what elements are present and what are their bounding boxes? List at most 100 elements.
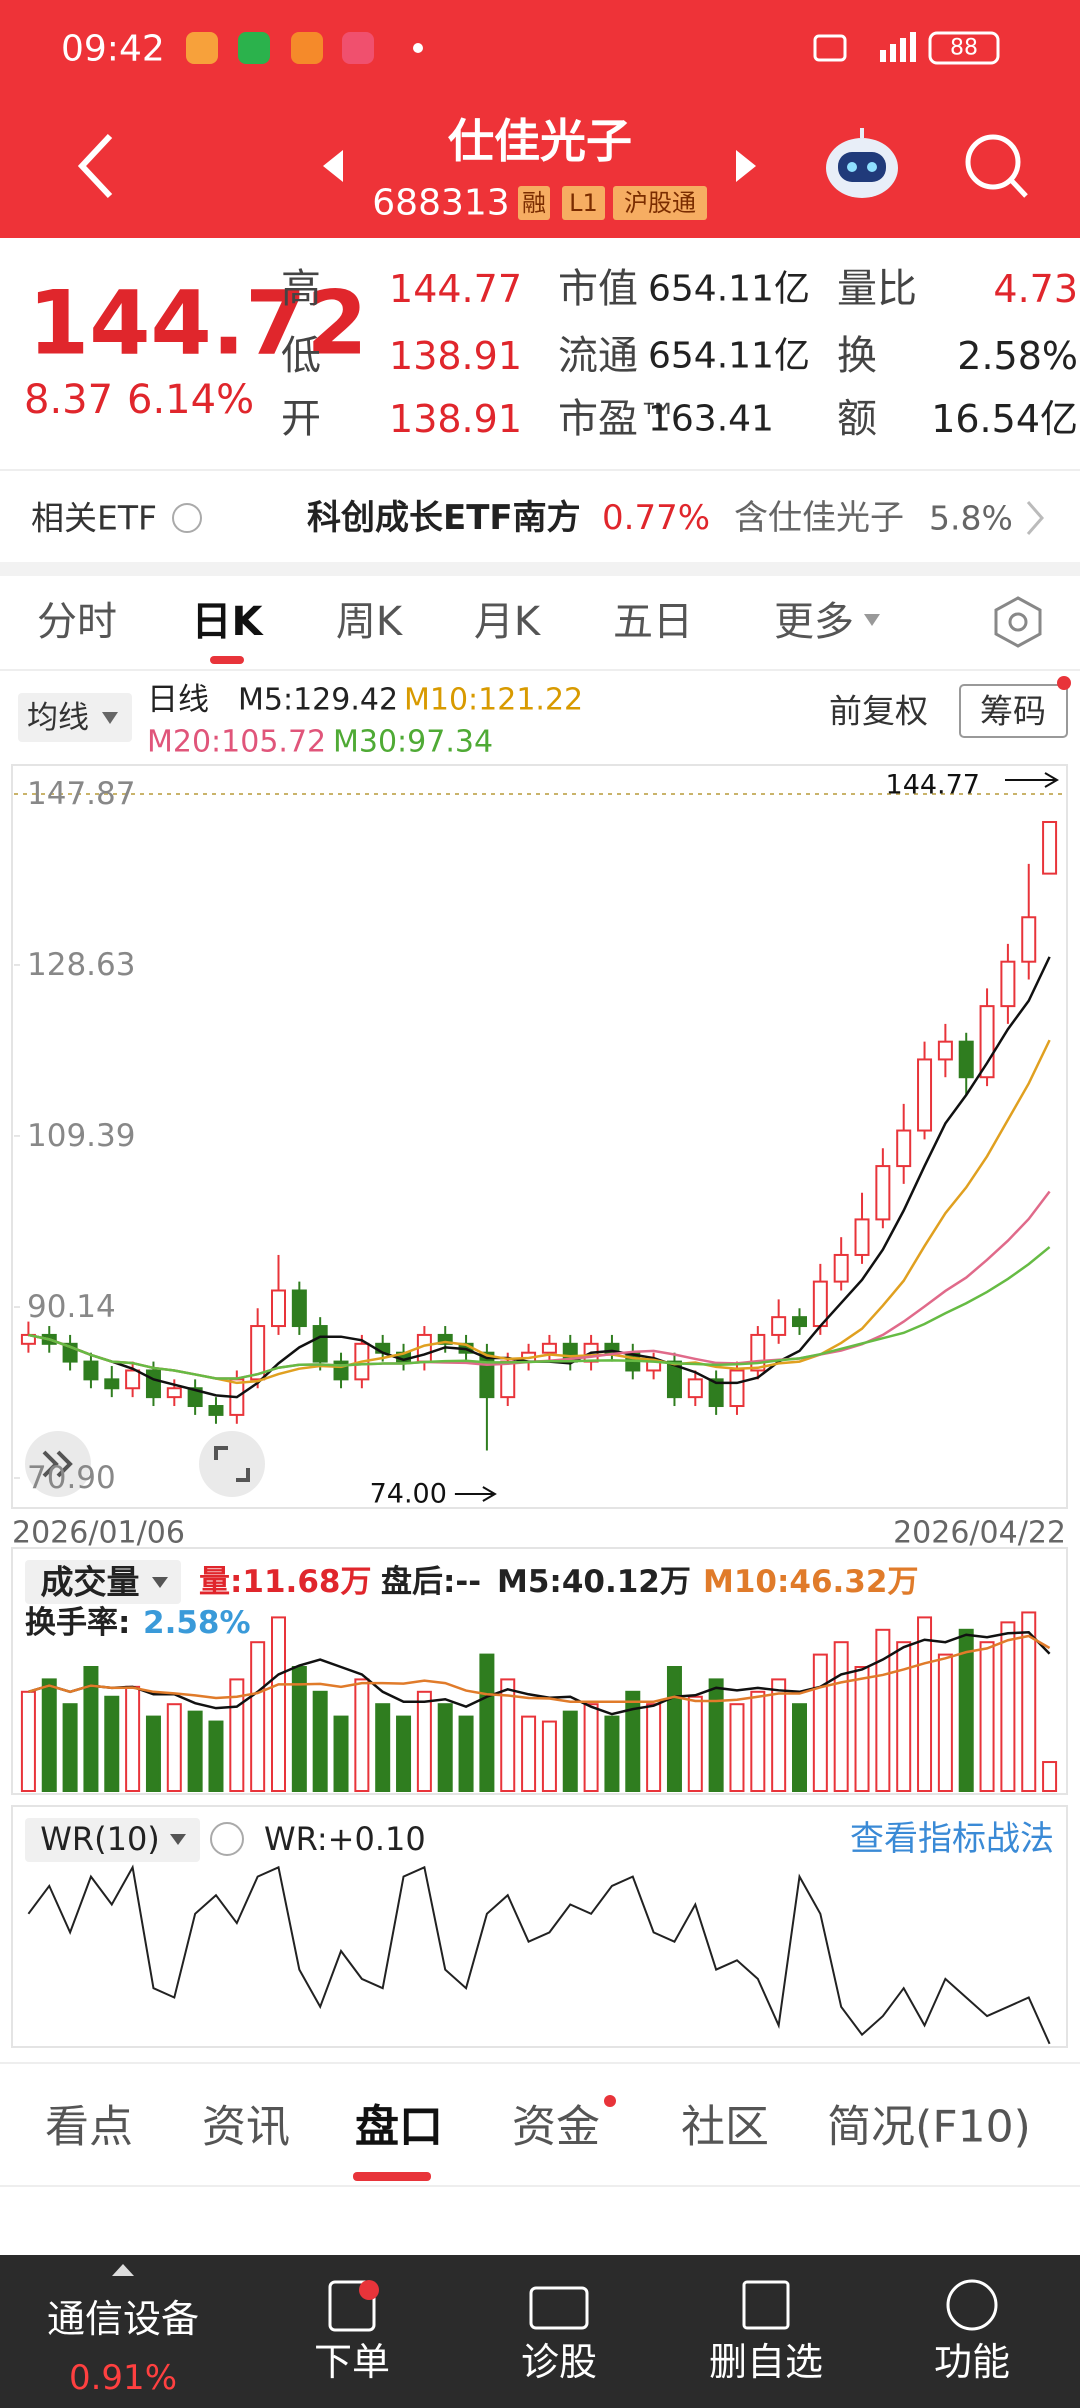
expand-button[interactable] <box>25 1431 91 1497</box>
quote-value: 16.54亿 <box>931 397 1078 441</box>
ma-button[interactable] <box>18 693 132 742</box>
candle-body <box>1000 960 1016 1008</box>
fullscreen-button[interactable] <box>199 1431 265 1497</box>
nav-item[interactable]: 下单 <box>314 2340 390 2384</box>
back-icon[interactable] <box>77 133 113 199</box>
nav-item[interactable]: 删自选 <box>709 2340 823 2384</box>
bottom-tab[interactable]: 盘口 <box>355 2102 443 2153</box>
change: 8.37 <box>24 377 113 423</box>
bottom-nav-bg <box>0 2255 1080 2408</box>
volume-bar <box>812 1653 828 1792</box>
candle-body <box>541 1342 557 1354</box>
volume-bar <box>250 1641 266 1792</box>
battery-level: 88 <box>950 36 978 61</box>
volume-bar <box>396 1715 412 1792</box>
chevron[interactable] <box>1026 501 1044 535</box>
wr-button[interactable] <box>25 1818 200 1862</box>
period-tab[interactable]: 日K <box>192 599 265 645</box>
x-start-label: 2026/01/06 <box>12 1516 185 1551</box>
search-icon[interactable] <box>965 134 1028 198</box>
volume-bar <box>917 1616 933 1793</box>
notify-dot <box>413 43 423 53</box>
app-icon <box>291 32 323 64</box>
period-tab[interactable]: 分时 <box>37 599 117 645</box>
volume-button-label: 成交量 <box>41 1563 140 1602</box>
etf-pct: 0.77% <box>602 498 710 538</box>
help-icon[interactable] <box>210 1822 244 1856</box>
wr-link[interactable]: 查看指标战法 <box>850 1819 1054 1859</box>
kline-frame <box>11 764 1068 1509</box>
volume-bar <box>41 1678 57 1793</box>
quote-label: 量比 <box>837 266 917 312</box>
candle-body <box>687 1378 703 1399</box>
etf-name[interactable]: 科创成长ETF南方 <box>307 498 581 538</box>
arrow <box>1044 772 1059 788</box>
volume-bar <box>1000 1621 1016 1792</box>
candle-body <box>271 1289 286 1328</box>
period-tab[interactable]: 周K <box>336 599 404 645</box>
quote-label: 市值 <box>558 266 638 312</box>
candle-body <box>937 1040 953 1061</box>
candle-body <box>187 1387 203 1408</box>
last-price: 144.72 <box>28 272 368 375</box>
assistant-icon[interactable] <box>826 128 898 198</box>
nav-item[interactable]: 诊股 <box>521 2340 597 2384</box>
bottom-tab[interactable]: 资讯 <box>202 2102 290 2153</box>
etf-hold: 含仕佳光子 <box>734 498 904 538</box>
volume-bar <box>666 1666 682 1792</box>
stock-name: 仕佳光子 <box>448 114 632 168</box>
volume-button[interactable] <box>25 1560 181 1604</box>
stock-code: 688313 <box>372 183 509 224</box>
bottom-tab[interactable]: 社区 <box>681 2102 769 2153</box>
ma-button-label: 均线 <box>27 700 89 736</box>
divider-band <box>0 562 1080 576</box>
period-tab[interactable]: 五日 <box>613 599 693 645</box>
volume-bar <box>1021 1611 1037 1792</box>
volume-bar <box>583 1703 599 1792</box>
bottom-tab[interactable]: 简况(F10) <box>827 2102 1031 2153</box>
volume-bar <box>375 1703 391 1792</box>
tag <box>562 186 605 220</box>
period-tab[interactable]: 月K <box>474 599 542 645</box>
period-tab[interactable]: 更多 <box>774 599 854 645</box>
dropdown-icon <box>864 614 880 626</box>
expand-icon[interactable] <box>112 2264 134 2276</box>
prev-icon[interactable] <box>323 150 343 182</box>
volume-bar <box>104 1695 120 1793</box>
sector-name[interactable]: 通信设备 <box>47 2297 199 2341</box>
volume-bar <box>20 1690 36 1793</box>
settings-icon <box>1008 612 1028 632</box>
candle-body <box>104 1378 120 1390</box>
next-icon[interactable] <box>736 150 756 182</box>
y-tick-label: 109.39 <box>27 1118 135 1154</box>
candle-body <box>958 1040 974 1079</box>
volume-bar <box>208 1720 224 1793</box>
tag-label: L1 <box>569 189 598 217</box>
candle-body <box>250 1325 266 1381</box>
settings-icon[interactable] <box>994 596 1042 648</box>
help-icon[interactable] <box>172 503 202 533</box>
candle-body <box>145 1369 161 1399</box>
candle-body <box>208 1405 224 1416</box>
notify-dot <box>359 2280 379 2300</box>
volume-bar <box>145 1715 161 1792</box>
quote-value: 163.41 <box>648 399 774 440</box>
volume-bar <box>896 1641 912 1792</box>
bottom-tab[interactable]: 看点 <box>45 2102 133 2153</box>
adjust-label[interactable]: 前复权 <box>829 692 928 731</box>
volume-bar <box>354 1678 370 1793</box>
candle-body <box>125 1369 141 1390</box>
app-icon <box>342 32 374 64</box>
divider <box>0 2185 1080 2187</box>
candle-body <box>1021 916 1037 963</box>
bottom-tab[interactable]: 资金 <box>512 2102 600 2153</box>
wr-line <box>27 1864 1051 2045</box>
chip-button[interactable] <box>959 684 1068 738</box>
low-annotation: 74.00 <box>370 1479 447 1510</box>
nav-item[interactable]: 功能 <box>934 2340 1010 2384</box>
candle-body <box>833 1253 849 1283</box>
volume-bar <box>604 1715 620 1792</box>
volume-bar <box>958 1628 974 1793</box>
